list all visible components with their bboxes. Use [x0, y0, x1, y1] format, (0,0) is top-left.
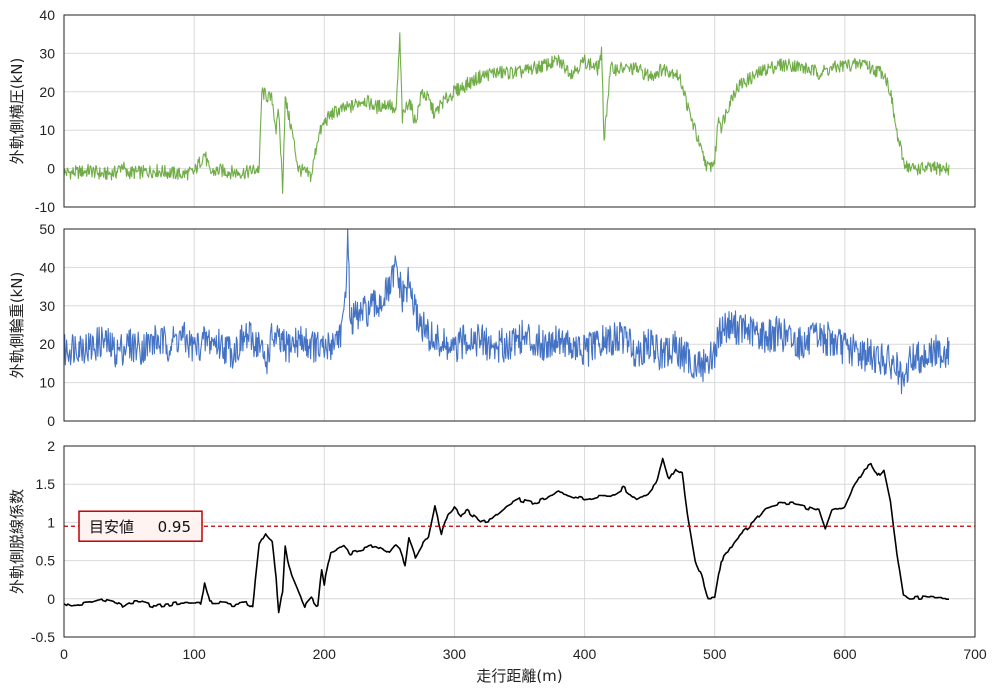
y-tick-label: 40	[39, 7, 55, 23]
plot-frame	[63, 14, 976, 208]
x-tick-label: 500	[703, 646, 727, 662]
x-tick-label: 300	[443, 646, 467, 662]
y-tick-label: -10	[35, 199, 55, 215]
panel-wheel-load: 0 10 20 30 40 50 外軌側輪重(kN)	[8, 221, 976, 429]
y-tick-label: 0.5	[36, 553, 56, 569]
series-line	[63, 457, 949, 614]
y-tick-label: 50	[39, 221, 55, 237]
threshold-annotation-box	[78, 510, 203, 542]
y-tick-label: 20	[39, 336, 55, 352]
x-axis-label: 走行距離(m)	[476, 667, 562, 685]
y-tick-label: 1.5	[36, 476, 56, 492]
x-tick-label: 400	[573, 646, 597, 662]
y-tick-label: 0	[47, 413, 55, 429]
y-tick-label: 1	[47, 514, 55, 530]
x-tick-label: 700	[963, 646, 987, 662]
series-line	[63, 228, 950, 395]
x-tick-label: 100	[182, 646, 206, 662]
panel-lateral-force: -10 0 10 20 30 40 外軌側横圧(kN)	[8, 7, 976, 215]
series-line	[63, 32, 950, 194]
panel-derailment-coefficient: -0.5 0 0.5 1 1.5 2 目安値 0.95 外軌側脱線係数 0 100 200 300 400…	[8, 438, 987, 662]
threshold-annotation-label: 目安値	[89, 518, 134, 536]
threshold-annotation-value: 0.95	[158, 518, 191, 536]
y-tick-label: 10	[39, 122, 55, 138]
y-tick-label: 40	[39, 259, 55, 275]
y-tick-label: 2	[47, 438, 55, 454]
y-tick-label: 10	[39, 375, 55, 391]
y-tick-label: 30	[39, 45, 55, 61]
plot-frame	[63, 445, 976, 638]
y-tick-label: -0.5	[31, 629, 55, 645]
y-tick-label: 0	[47, 161, 55, 177]
y-axis-label: 外軌側横圧(kN)	[8, 58, 26, 165]
plot-frame	[63, 228, 976, 422]
y-axis-label: 外軌側輪重(kN)	[8, 272, 26, 379]
y-tick-label: 0	[47, 591, 55, 607]
x-tick-label: 200	[313, 646, 337, 662]
y-axis-label: 外軌側脱線係数	[8, 489, 26, 594]
y-tick-label: 20	[39, 84, 55, 100]
x-tick-label: 600	[833, 646, 857, 662]
x-tick-label: 0	[60, 646, 68, 662]
y-tick-label: 30	[39, 298, 55, 314]
